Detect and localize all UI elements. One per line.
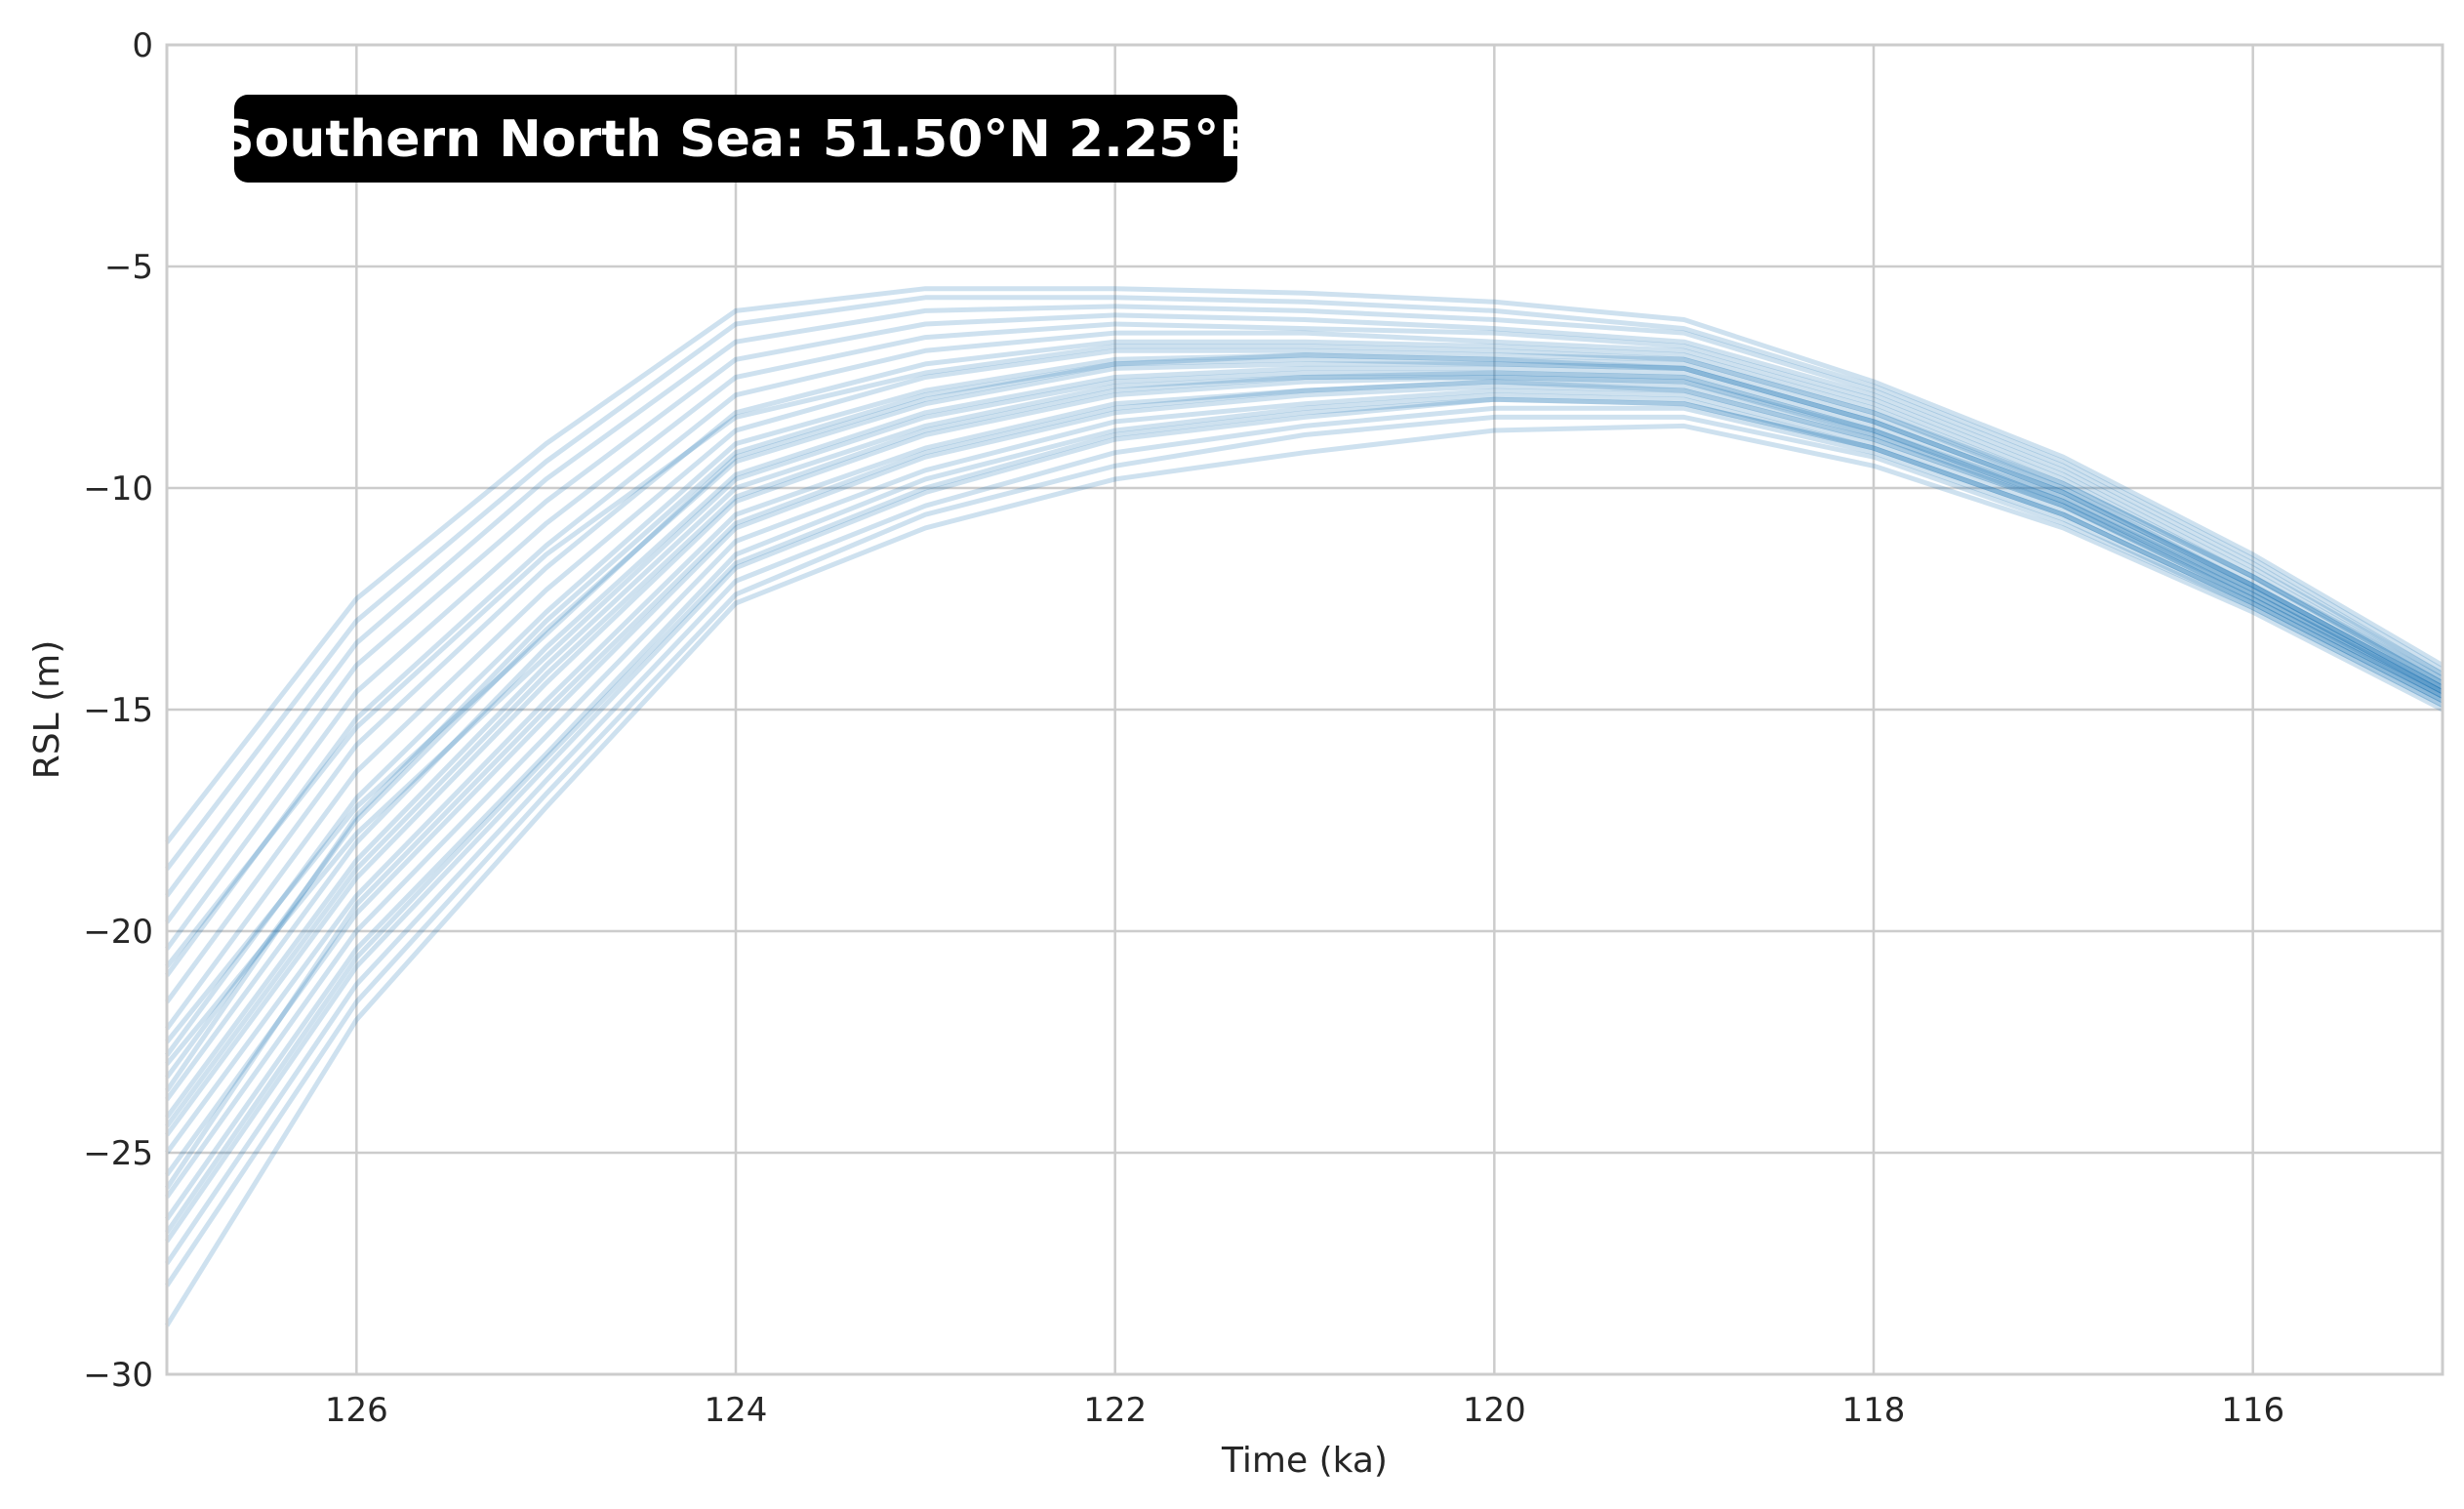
series-line [165,286,2444,844]
y-tick-label: 0 [132,26,153,65]
series-line [164,384,2444,1177]
series-line [164,405,2444,1265]
y-tick-label: −30 [83,1356,153,1395]
series-line [164,387,2444,1199]
x-tick-labels: 126 124 122 120 118 116 [325,1391,2284,1430]
series-line [165,370,2444,1066]
x-axis-title: Time (ka) [1221,1441,1388,1481]
series-line [165,295,2444,871]
annotation-text: Southern North Sea: 51.50°N 2.25°E [218,110,1254,169]
series-line [164,330,2444,977]
y-tick-label: −5 [104,248,153,287]
series-line [164,414,2444,1287]
location-annotation: Southern North Sea: 51.50°N 2.25°E [218,95,1254,183]
series-line [164,370,2444,1120]
y-tick-label: −20 [83,913,153,952]
series-line [164,365,2444,1101]
x-tick-label: 116 [2221,1391,2284,1430]
series-line [164,396,2444,1235]
grid [167,43,2443,1376]
series-line [164,396,2444,1244]
y-tick-label: −15 [83,691,153,730]
series-lines [164,286,2444,1327]
y-tick-label: −25 [83,1134,153,1173]
series-line [164,375,2444,1137]
series-line [164,339,2444,1004]
y-tick-label: −10 [83,469,153,509]
series-line [164,379,2444,1190]
y-tick-labels: 0 −5 −10 −15 −20 −25 −30 [83,26,153,1395]
series-line [164,352,2444,1057]
plot-frame [165,43,2444,1376]
annotation-box [234,95,1237,183]
x-tick-label: 120 [1463,1391,1526,1430]
series-line [164,375,2444,1128]
series-line [164,321,2444,951]
x-tick-label: 122 [1083,1391,1147,1430]
series-line [164,347,2444,1031]
x-tick-label: 118 [1842,1391,1906,1430]
series-line [164,361,2444,1080]
series-line [164,352,2444,1092]
series-line [165,344,2444,968]
x-tick-label: 126 [325,1391,388,1430]
series-line [165,304,2444,898]
series-line [164,392,2444,1221]
series-line [164,312,2444,924]
x-tick-label: 124 [705,1391,768,1430]
series-line [164,423,2444,1327]
series-line [165,356,2444,1044]
y-axis-title: RSL (m) [27,640,67,780]
series-line [164,379,2444,1155]
